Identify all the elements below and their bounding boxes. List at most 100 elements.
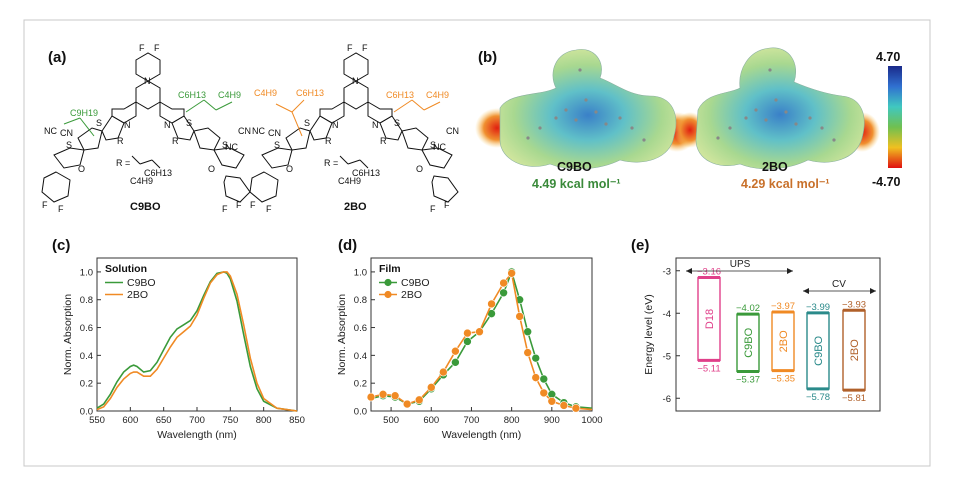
- atom-nc: NC: [44, 126, 57, 136]
- atom-s: S: [430, 140, 436, 150]
- esp-2bo-name: 2BO: [762, 160, 788, 174]
- atom-o: O: [416, 164, 423, 174]
- bar-name-c9bo: C9BO: [743, 327, 755, 357]
- x-tick-label: 850: [289, 415, 305, 426]
- x-tick-label: 800: [504, 415, 520, 426]
- y-tick-label: 1.0: [80, 267, 93, 278]
- legend-label-2bo: 2BO: [127, 289, 148, 301]
- substituent-c9h19: C9H19: [70, 108, 98, 118]
- bar-name-d18: D18: [704, 309, 716, 329]
- atom-f: F: [154, 43, 160, 53]
- atom-r: R: [380, 136, 387, 146]
- energy-level-chart: -3 -4 -5 -6 Energy level (eV) −3.16 −5.11 D18 −4…: [643, 257, 881, 412]
- atom-r: R: [117, 136, 124, 146]
- plot-frame: [675, 257, 881, 412]
- molecule-c9bo-atoms: F F N N N R R S S S S C9H19 C6H13 C4H9 C…: [42, 43, 251, 214]
- x-tick-label: 650: [156, 415, 172, 426]
- bar-name-2bo: 2BO: [778, 330, 790, 352]
- atom-o: O: [78, 164, 85, 174]
- group-label-ups: UPS: [730, 259, 751, 270]
- substituent-c4h9: C4H9: [338, 176, 361, 186]
- atom-n: N: [164, 120, 171, 130]
- x-tick-label: 700: [189, 415, 205, 426]
- atom-n: N: [352, 76, 359, 86]
- panel-a-label: (a): [48, 49, 66, 66]
- series-point-c9bo: [539, 374, 549, 384]
- legend-marker: [384, 290, 392, 299]
- lumo-label: −3.16: [697, 267, 721, 278]
- x-tick-label: 550: [89, 415, 105, 426]
- atom-r: R: [325, 136, 332, 146]
- y-tick-label: 0.6: [354, 323, 367, 334]
- series-point-2bo: [414, 395, 424, 405]
- atom-f: F: [347, 43, 353, 53]
- substituent-c6h13: C6H13: [352, 168, 380, 178]
- legend-label-2bo: 2BO: [401, 289, 422, 301]
- y-tick-label: 1.0: [354, 267, 367, 278]
- atom-o: O: [286, 164, 293, 174]
- legend-title: Film: [379, 263, 401, 275]
- ups-arrow-right: [787, 268, 793, 274]
- panel-e-label: (e): [631, 237, 649, 254]
- substituent-c4h9: C4H9: [254, 88, 277, 98]
- atom-f: F: [266, 204, 272, 214]
- y-tick-label: 0.2: [80, 379, 93, 390]
- y-tick-label: -6: [663, 394, 671, 405]
- lumo-label: −3.93: [842, 299, 866, 310]
- atom-f: F: [236, 200, 242, 210]
- y-tick-label: 0.8: [354, 295, 367, 306]
- y-tick-label: -4: [663, 309, 671, 320]
- series-point-c9bo: [451, 358, 460, 367]
- absorption-film-chart: 500 600 700 800 900 1000 0.0 0.2 0.4 0.6 0.8 1.0 Wav…: [336, 257, 603, 441]
- y-tick-label: 0.6: [80, 323, 93, 334]
- homo-label: −5.37: [736, 374, 760, 385]
- bar-name-c9bo: C9BO: [813, 335, 825, 365]
- series-point-2bo: [539, 388, 549, 398]
- series-point-2bo: [547, 396, 557, 406]
- esp-2bo-value: 4.29 kcal mol⁻¹: [741, 177, 830, 191]
- substituent-c4h9: C4H9: [218, 90, 241, 100]
- series-point-c9bo: [523, 327, 533, 337]
- series-point-c9bo: [463, 337, 472, 346]
- y-tick-label: 0.0: [80, 407, 93, 418]
- x-tick-label: 700: [464, 415, 480, 426]
- x-axis-label: Wavelength (nm): [157, 429, 237, 441]
- substituent-c4h9: C4H9: [130, 176, 153, 186]
- atom-nc: NC: [225, 142, 238, 152]
- series-point-2bo: [507, 268, 516, 278]
- ups-arrow-left: [686, 268, 692, 274]
- x-tick-label: 1000: [581, 415, 602, 426]
- cv-arrow-left: [803, 288, 809, 294]
- atom-f: F: [42, 200, 48, 210]
- homo-label: −5.11: [697, 363, 720, 374]
- atom-n: N: [124, 120, 131, 130]
- esp-surface-2bo: 2BO 4.29 kcal mol⁻¹: [674, 47, 880, 191]
- homo-label: −5.35: [771, 374, 795, 385]
- substituent-c6h13: C6H13: [178, 90, 206, 100]
- series-point-2bo: [499, 278, 508, 288]
- series-point-2bo: [515, 312, 524, 321]
- atom-s: S: [66, 140, 72, 150]
- atom-cn: CN: [238, 126, 251, 136]
- figure-frame: [23, 19, 931, 467]
- panel-d-label: (d): [338, 237, 357, 254]
- atom-f: F: [444, 200, 450, 210]
- panel-b-label: (b): [478, 49, 497, 66]
- atom-cn: CN: [268, 128, 281, 138]
- atom-f: F: [430, 204, 436, 214]
- y-tick-label: 0.8: [80, 295, 93, 306]
- series-line-c9bo: [96, 271, 298, 412]
- atom-f: F: [58, 204, 64, 214]
- substituent-c6h13: C6H13: [144, 168, 172, 178]
- series-point-2bo: [463, 328, 472, 338]
- esp-c9bo-value: 4.49 kcal mol⁻¹: [532, 177, 621, 191]
- x-axis-label: Wavelength (nm): [442, 429, 522, 441]
- x-tick-label: 900: [544, 415, 560, 426]
- esp-colorbar: 4.70 -4.70: [872, 50, 902, 189]
- r-definition: R =: [324, 158, 338, 168]
- series-point-c9bo: [499, 288, 508, 298]
- homo-label: −5.78: [806, 392, 830, 403]
- esp-surface-c9bo: C9BO 4.49 kcal mol⁻¹: [475, 49, 697, 191]
- group-label-cv: CV: [832, 279, 846, 290]
